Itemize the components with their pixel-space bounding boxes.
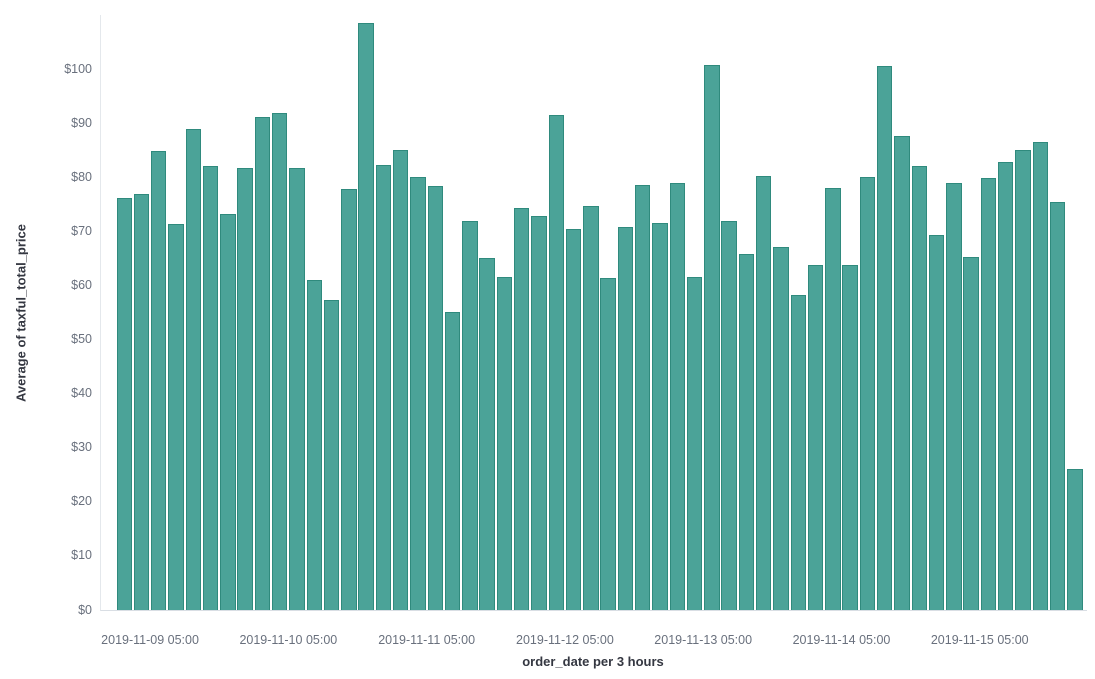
bar[interactable] [202,165,219,610]
bar[interactable] [738,254,755,610]
bar[interactable] [980,178,997,610]
y-tick-label: $60 [71,277,92,292]
y-tick-label: $40 [71,386,92,401]
bar[interactable] [842,264,858,610]
y-tick-label: $70 [71,223,92,238]
plot-area [100,15,1087,611]
bar[interactable] [185,128,202,610]
x-tick-label: 2019-11-12 05:00 [516,633,614,647]
bar[interactable] [514,208,530,610]
bar[interactable] [756,176,772,610]
y-tick-label: $20 [71,494,92,509]
bar[interactable] [877,65,893,610]
bar[interactable] [444,311,461,610]
bar[interactable] [116,198,132,610]
bar[interactable] [531,215,547,610]
x-tick-label: 2019-11-11 05:00 [378,633,476,647]
y-axis-title: Average of taxful_total_price [13,224,29,402]
bar[interactable] [669,183,685,610]
x-tick-label: 2019-11-09 05:00 [101,633,199,647]
y-tick-label: $100 [64,61,92,76]
bar[interactable] [894,136,910,610]
x-tick-label: 2019-11-15 05:00 [930,633,1029,647]
bar[interactable] [341,188,357,610]
y-tick-label: $30 [71,440,92,455]
bar[interactable] [1015,149,1031,610]
y-tick-label: $50 [71,332,92,347]
x-tick-label: 2019-11-14 05:00 [792,633,891,647]
bar[interactable] [859,177,876,610]
bar[interactable] [635,184,651,610]
bar[interactable] [1067,469,1083,610]
bar[interactable] [151,150,167,610]
bar[interactable] [133,193,150,610]
bar[interactable] [911,166,927,610]
bar[interactable] [583,206,599,610]
bar[interactable] [168,224,184,610]
bar[interactable] [652,223,668,610]
bar[interactable] [1032,141,1048,610]
bar[interactable] [1049,201,1066,610]
bar[interactable] [807,265,824,610]
x-axis-title: order_date per 3 hours [522,654,664,669]
x-tick-label: 2019-11-10 05:00 [239,633,338,647]
y-tick-label: $80 [71,169,92,184]
bar[interactable] [928,234,945,610]
bar[interactable] [306,280,323,610]
bar[interactable] [617,226,634,610]
bar[interactable] [548,115,565,610]
bar[interactable] [427,186,444,610]
y-tick-label: $10 [71,548,92,563]
bar[interactable] [773,246,789,610]
bar[interactable] [946,183,962,610]
bar[interactable] [237,168,253,610]
bar[interactable] [323,299,340,610]
bar[interactable] [704,65,720,610]
bar[interactable] [963,257,979,610]
y-tick-label: $90 [71,115,92,130]
bar[interactable] [998,161,1014,610]
bar[interactable] [272,113,288,610]
bar[interactable] [479,258,495,610]
bar[interactable] [410,177,426,610]
x-tick-label: 2019-11-13 05:00 [654,633,753,647]
bar[interactable] [721,220,737,610]
bar[interactable] [790,294,806,610]
bar[interactable] [375,164,392,610]
bar[interactable] [462,221,478,610]
bar[interactable] [289,168,305,610]
bar[interactable] [496,277,513,610]
bar[interactable] [825,188,841,610]
y-tick-label: $0 [78,602,92,617]
bar[interactable] [393,150,409,610]
bar[interactable] [358,22,374,610]
bar[interactable] [254,117,271,610]
bar[interactable] [686,277,703,610]
bar[interactable] [600,277,616,610]
bar[interactable] [220,214,236,610]
bar[interactable] [565,228,582,610]
